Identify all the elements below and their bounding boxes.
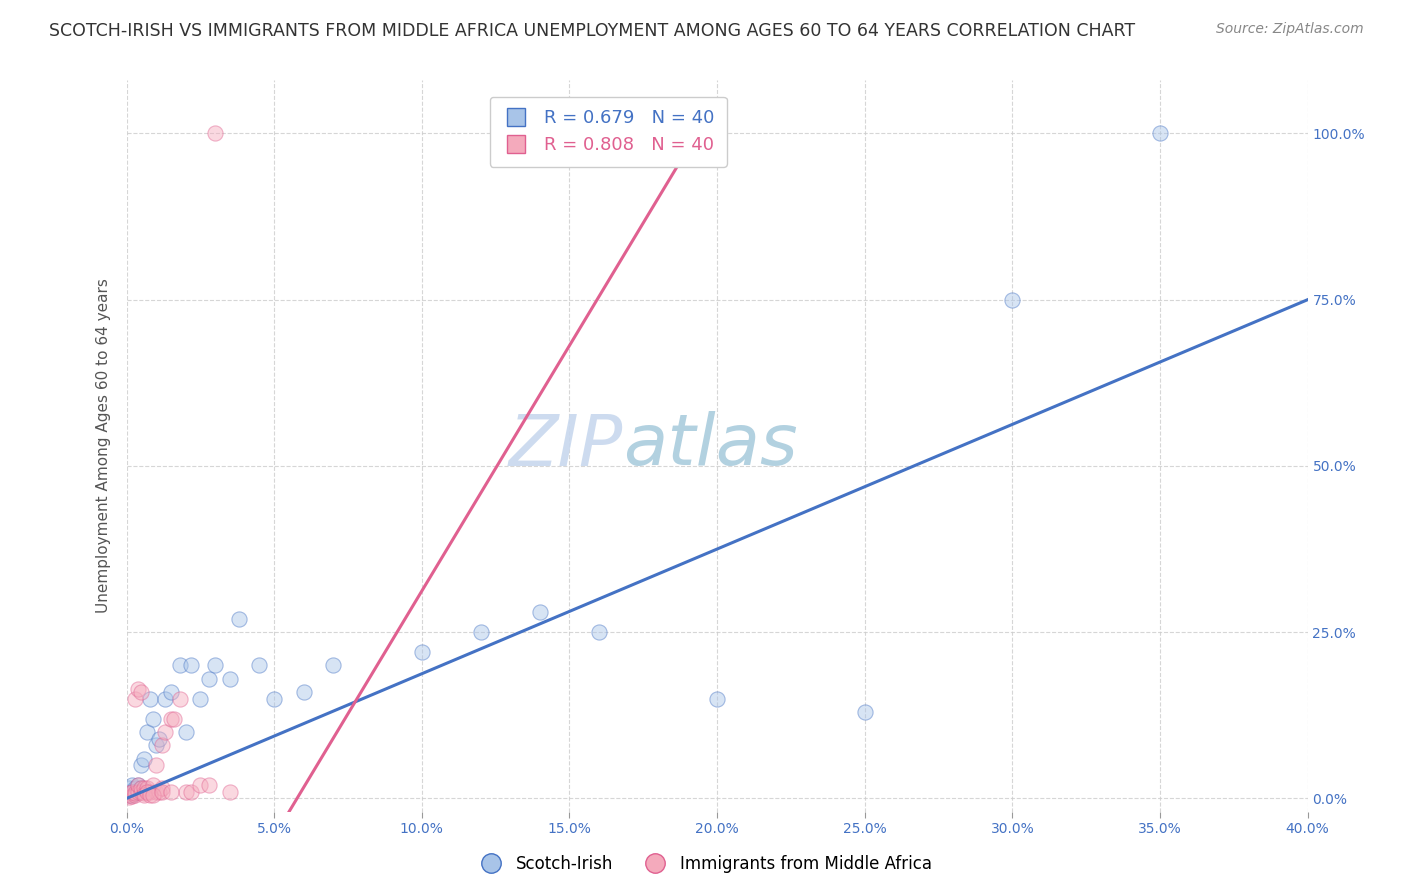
Point	[198, 778, 221, 792]
Point	[121, 778, 143, 792]
Point	[160, 785, 183, 799]
Point	[118, 788, 141, 802]
Text: SCOTCH-IRISH VS IMMIGRANTS FROM MIDDLE AFRICA UNEMPLOYMENT AMONG AGES 60 TO 64 Y: SCOTCH-IRISH VS IMMIGRANTS FROM MIDDLE A…	[49, 22, 1135, 40]
Point	[249, 658, 271, 673]
Point	[153, 725, 176, 739]
Point	[169, 691, 191, 706]
Point	[180, 658, 202, 673]
Point	[134, 786, 156, 800]
Point	[136, 781, 159, 796]
Point	[118, 781, 141, 796]
Point	[180, 785, 202, 799]
Point	[118, 788, 141, 802]
Text: atlas: atlas	[623, 411, 797, 481]
Point	[322, 658, 344, 673]
Point	[1001, 293, 1024, 307]
Point	[134, 781, 156, 796]
Point	[174, 725, 197, 739]
Point	[1149, 127, 1171, 141]
Text: ZIP: ZIP	[508, 411, 623, 481]
Point	[136, 725, 159, 739]
Point	[127, 681, 149, 696]
Point	[150, 738, 173, 752]
Point	[129, 785, 153, 799]
Point	[118, 790, 141, 805]
Point	[136, 785, 159, 799]
Point	[124, 786, 146, 800]
Point	[150, 781, 173, 796]
Point	[188, 691, 212, 706]
Point	[127, 785, 149, 799]
Legend: R = 0.679   N = 40, R = 0.808   N = 40: R = 0.679 N = 40, R = 0.808 N = 40	[489, 96, 727, 167]
Point	[188, 778, 212, 792]
Point	[853, 705, 876, 719]
Point	[118, 786, 141, 800]
Point	[129, 685, 153, 699]
Point	[160, 685, 183, 699]
Point	[411, 645, 433, 659]
Point	[198, 672, 221, 686]
Point	[153, 691, 176, 706]
Point	[588, 625, 610, 640]
Point	[150, 785, 173, 799]
Point	[129, 781, 153, 796]
Point	[124, 785, 146, 799]
Point	[124, 781, 146, 796]
Point	[706, 691, 728, 706]
Point	[204, 127, 226, 141]
Point	[139, 691, 162, 706]
Point	[142, 778, 165, 792]
Point	[129, 781, 153, 796]
Y-axis label: Unemployment Among Ages 60 to 64 years: Unemployment Among Ages 60 to 64 years	[96, 278, 111, 614]
Point	[145, 785, 167, 799]
Point	[160, 712, 183, 726]
Point	[219, 785, 242, 799]
Point	[127, 778, 149, 792]
Point	[174, 785, 197, 799]
Point	[121, 789, 143, 804]
Point	[127, 778, 149, 792]
Point	[121, 785, 143, 799]
Point	[139, 788, 162, 802]
Legend: Scotch-Irish, Immigrants from Middle Africa: Scotch-Irish, Immigrants from Middle Afr…	[467, 848, 939, 880]
Point	[292, 685, 315, 699]
Point	[134, 788, 156, 802]
Point	[121, 788, 143, 802]
Point	[219, 672, 242, 686]
Point	[148, 731, 170, 746]
Point	[124, 691, 146, 706]
Point	[118, 785, 141, 799]
Point	[169, 658, 191, 673]
Point	[145, 758, 167, 772]
Point	[204, 658, 226, 673]
Point	[134, 751, 156, 765]
Point	[121, 785, 143, 799]
Point	[127, 785, 149, 799]
Point	[142, 788, 165, 802]
Point	[129, 758, 153, 772]
Point	[142, 712, 165, 726]
Text: Source: ZipAtlas.com: Source: ZipAtlas.com	[1216, 22, 1364, 37]
Point	[228, 612, 250, 626]
Point	[139, 785, 162, 799]
Point	[263, 691, 285, 706]
Point	[163, 712, 186, 726]
Point	[148, 785, 170, 799]
Point	[145, 738, 167, 752]
Point	[124, 788, 146, 802]
Point	[529, 605, 551, 619]
Point	[470, 625, 492, 640]
